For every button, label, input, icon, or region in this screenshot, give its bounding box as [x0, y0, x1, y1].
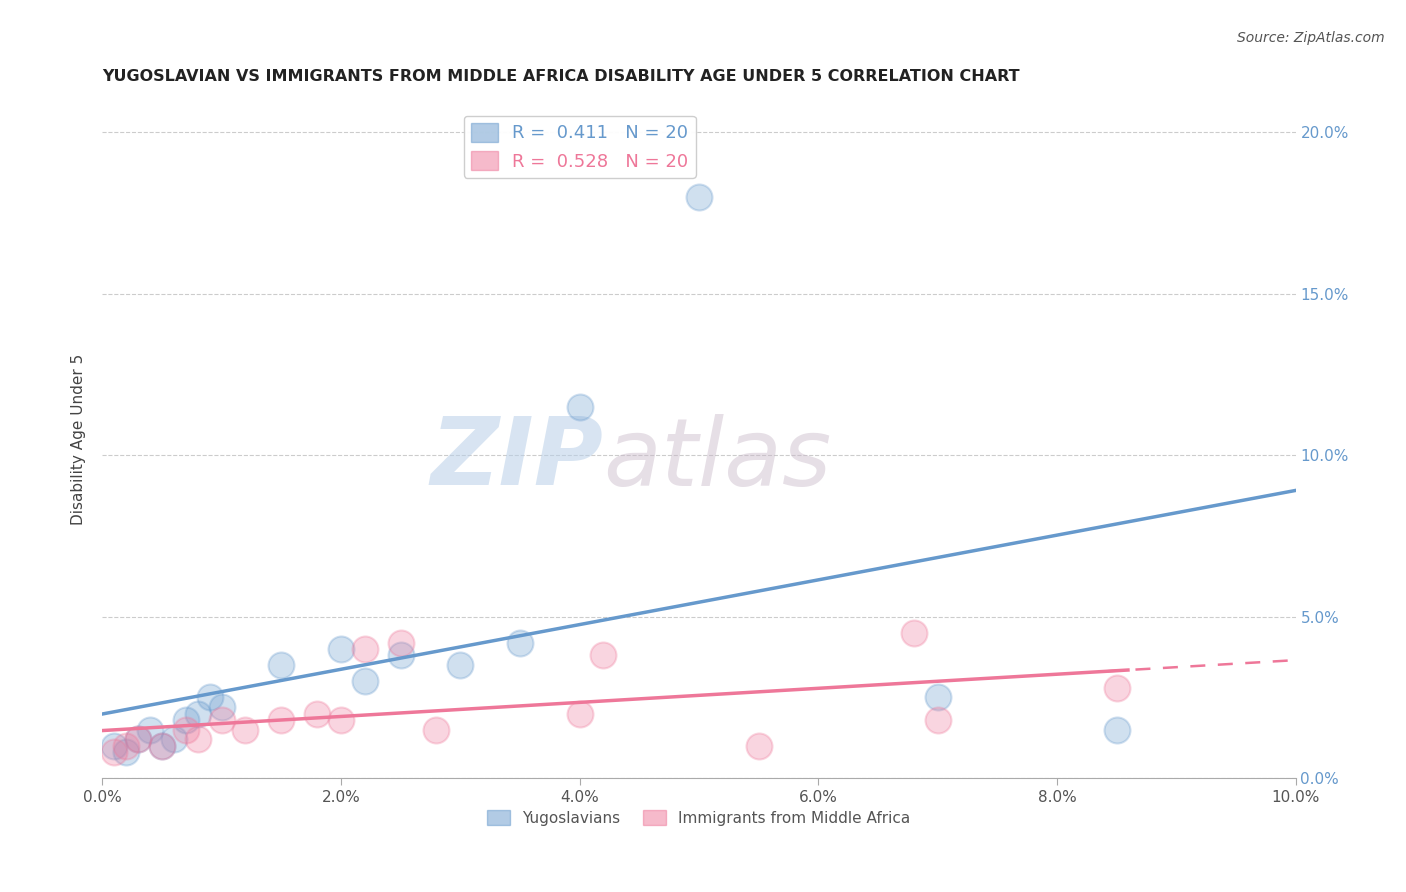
Point	[389, 635, 412, 649]
Point	[187, 732, 209, 747]
Legend: Yugoslavians, Immigrants from Middle Africa: Yugoslavians, Immigrants from Middle Afr…	[481, 804, 917, 831]
Point	[748, 739, 770, 753]
Point	[592, 648, 614, 663]
Text: atlas: atlas	[603, 414, 832, 505]
Point	[187, 706, 209, 721]
Point	[329, 713, 352, 727]
Point	[150, 739, 173, 753]
Point	[139, 723, 162, 737]
Text: Source: ZipAtlas.com: Source: ZipAtlas.com	[1237, 31, 1385, 45]
Point	[163, 732, 186, 747]
Point	[927, 690, 949, 705]
Point	[509, 635, 531, 649]
Point	[270, 713, 292, 727]
Point	[150, 739, 173, 753]
Point	[174, 723, 197, 737]
Point	[353, 674, 375, 689]
Point	[449, 658, 471, 673]
Point	[127, 732, 149, 747]
Point	[127, 732, 149, 747]
Point	[211, 700, 233, 714]
Point	[1105, 723, 1128, 737]
Point	[1105, 681, 1128, 695]
Point	[235, 723, 257, 737]
Point	[103, 745, 125, 759]
Point	[329, 642, 352, 657]
Text: YUGOSLAVIAN VS IMMIGRANTS FROM MIDDLE AFRICA DISABILITY AGE UNDER 5 CORRELATION : YUGOSLAVIAN VS IMMIGRANTS FROM MIDDLE AF…	[103, 69, 1019, 84]
Point	[115, 739, 138, 753]
Point	[425, 723, 447, 737]
Point	[568, 400, 591, 414]
Point	[115, 745, 138, 759]
Point	[389, 648, 412, 663]
Point	[688, 190, 710, 204]
Point	[353, 642, 375, 657]
Point	[305, 706, 328, 721]
Text: ZIP: ZIP	[430, 413, 603, 506]
Point	[568, 706, 591, 721]
Y-axis label: Disability Age Under 5: Disability Age Under 5	[72, 353, 86, 524]
Point	[198, 690, 221, 705]
Point	[211, 713, 233, 727]
Point	[174, 713, 197, 727]
Point	[903, 626, 925, 640]
Point	[270, 658, 292, 673]
Point	[103, 739, 125, 753]
Point	[927, 713, 949, 727]
